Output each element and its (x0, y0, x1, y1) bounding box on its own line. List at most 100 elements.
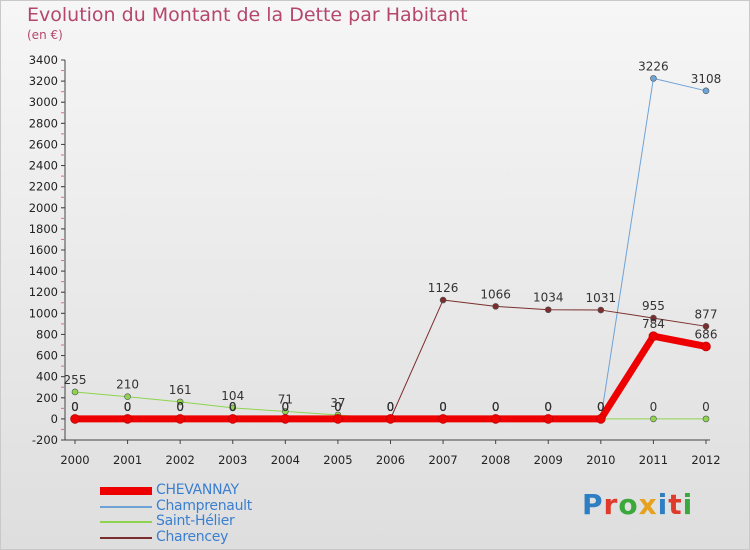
y-tick-label: 1200 (29, 285, 58, 299)
data-point (702, 323, 710, 330)
data-label: 0 (282, 400, 290, 414)
data-label: 0 (439, 400, 447, 414)
legend-label: Saint-Hélier (156, 513, 235, 529)
data-label: 686 (695, 327, 718, 341)
data-label: 0 (124, 400, 132, 414)
y-tick-label: 2200 (29, 180, 58, 194)
data-label: 784 (642, 317, 665, 331)
data-label: 877 (695, 307, 718, 321)
y-tick-label: 1400 (29, 264, 58, 278)
data-point (176, 398, 184, 406)
data-label: 210 (116, 378, 139, 392)
data-point (650, 314, 657, 322)
data-label: 0 (387, 400, 395, 414)
y-tick-label: 2000 (29, 201, 58, 215)
chart-title: Evolution du Montant de la Dette par Hab… (27, 4, 468, 26)
data-label: 0 (282, 400, 290, 414)
x-tick-label: 2011 (639, 453, 668, 467)
y-tick-label: 3200 (29, 74, 58, 88)
logo-letter: P (582, 488, 604, 521)
proxiti-logo: Proxiti (582, 488, 693, 521)
data-label: 0 (597, 400, 605, 414)
legend-swatch (100, 521, 152, 523)
data-label: 0 (124, 400, 132, 414)
data-point (124, 393, 131, 401)
data-label: 0 (544, 400, 552, 414)
data-point (648, 331, 659, 341)
logo-letter: i (682, 488, 694, 521)
data-label: 0 (229, 400, 237, 414)
data-label: 0 (597, 400, 605, 414)
data-point (650, 75, 657, 82)
x-tick-label: 2001 (113, 453, 142, 467)
y-tick-label: 1600 (29, 243, 58, 257)
logo-letter: x (638, 488, 658, 521)
data-label: 0 (334, 400, 342, 414)
data-point (438, 414, 448, 424)
y-tick-label: 2600 (29, 137, 58, 151)
x-tick-label: 2002 (166, 453, 195, 467)
legend-label: CHEVANNAY (156, 482, 239, 498)
x-tick-label: 2007 (428, 453, 457, 467)
chart-unit-label: (en €) (27, 28, 63, 42)
data-label: 0 (702, 400, 710, 414)
data-label: 0 (387, 400, 395, 414)
logo-letter: i (657, 488, 669, 521)
data-point (439, 296, 447, 304)
legend-swatch (100, 487, 152, 495)
series-line-champrenault (74, 77, 707, 420)
data-label: 0 (229, 400, 237, 414)
data-label: 0 (124, 400, 132, 414)
y-tick-label: 1000 (29, 306, 58, 320)
legend-swatch (100, 505, 152, 508)
y-tick-label: 1800 (29, 222, 58, 236)
data-label: 0 (597, 400, 605, 414)
x-tick-label: 2012 (691, 453, 720, 467)
y-tick-label: 3400 (29, 53, 58, 67)
data-label: 37 (330, 396, 345, 410)
y-tick-label: 0 (51, 412, 58, 426)
data-point (597, 306, 605, 314)
y-tick-label: 600 (36, 349, 58, 363)
data-point (492, 303, 499, 310)
data-label: 0 (492, 400, 500, 414)
data-label: 0 (176, 400, 184, 414)
y-tick-label: 2400 (29, 159, 58, 173)
data-label: 0 (176, 400, 184, 414)
y-tick-label: -200 (32, 433, 58, 447)
data-label: 255 (64, 373, 87, 387)
data-point (701, 341, 711, 352)
data-point (544, 306, 552, 314)
data-point (543, 414, 554, 424)
data-label: 0 (650, 400, 658, 414)
data-label: 3108 (691, 72, 722, 86)
legend-label: Champrenault (156, 497, 252, 514)
data-label: 0 (492, 400, 500, 414)
legend-swatch (100, 536, 152, 539)
data-label: 955 (642, 299, 665, 313)
data-point (70, 414, 80, 424)
data-label: 3226 (638, 59, 669, 73)
data-point (333, 414, 343, 424)
x-tick-label: 2009 (534, 453, 563, 467)
data-point (71, 388, 79, 396)
data-label: 1034 (533, 291, 564, 305)
data-label: 0 (176, 400, 184, 414)
x-tick-label: 2000 (60, 453, 89, 467)
data-label: 1031 (586, 291, 617, 305)
data-label: 0 (387, 400, 395, 414)
data-label: 0 (544, 400, 552, 414)
x-tick-label: 2005 (323, 453, 352, 467)
data-point (702, 415, 710, 423)
data-label: 0 (544, 400, 552, 414)
data-label: 0 (387, 400, 395, 414)
data-point (650, 415, 657, 423)
y-tick-label: 2800 (29, 116, 58, 130)
x-tick-label: 2004 (271, 453, 300, 467)
data-label: 1066 (480, 287, 511, 301)
y-tick-label: 3000 (29, 95, 58, 109)
data-label: 0 (71, 400, 79, 414)
data-point (122, 414, 133, 424)
